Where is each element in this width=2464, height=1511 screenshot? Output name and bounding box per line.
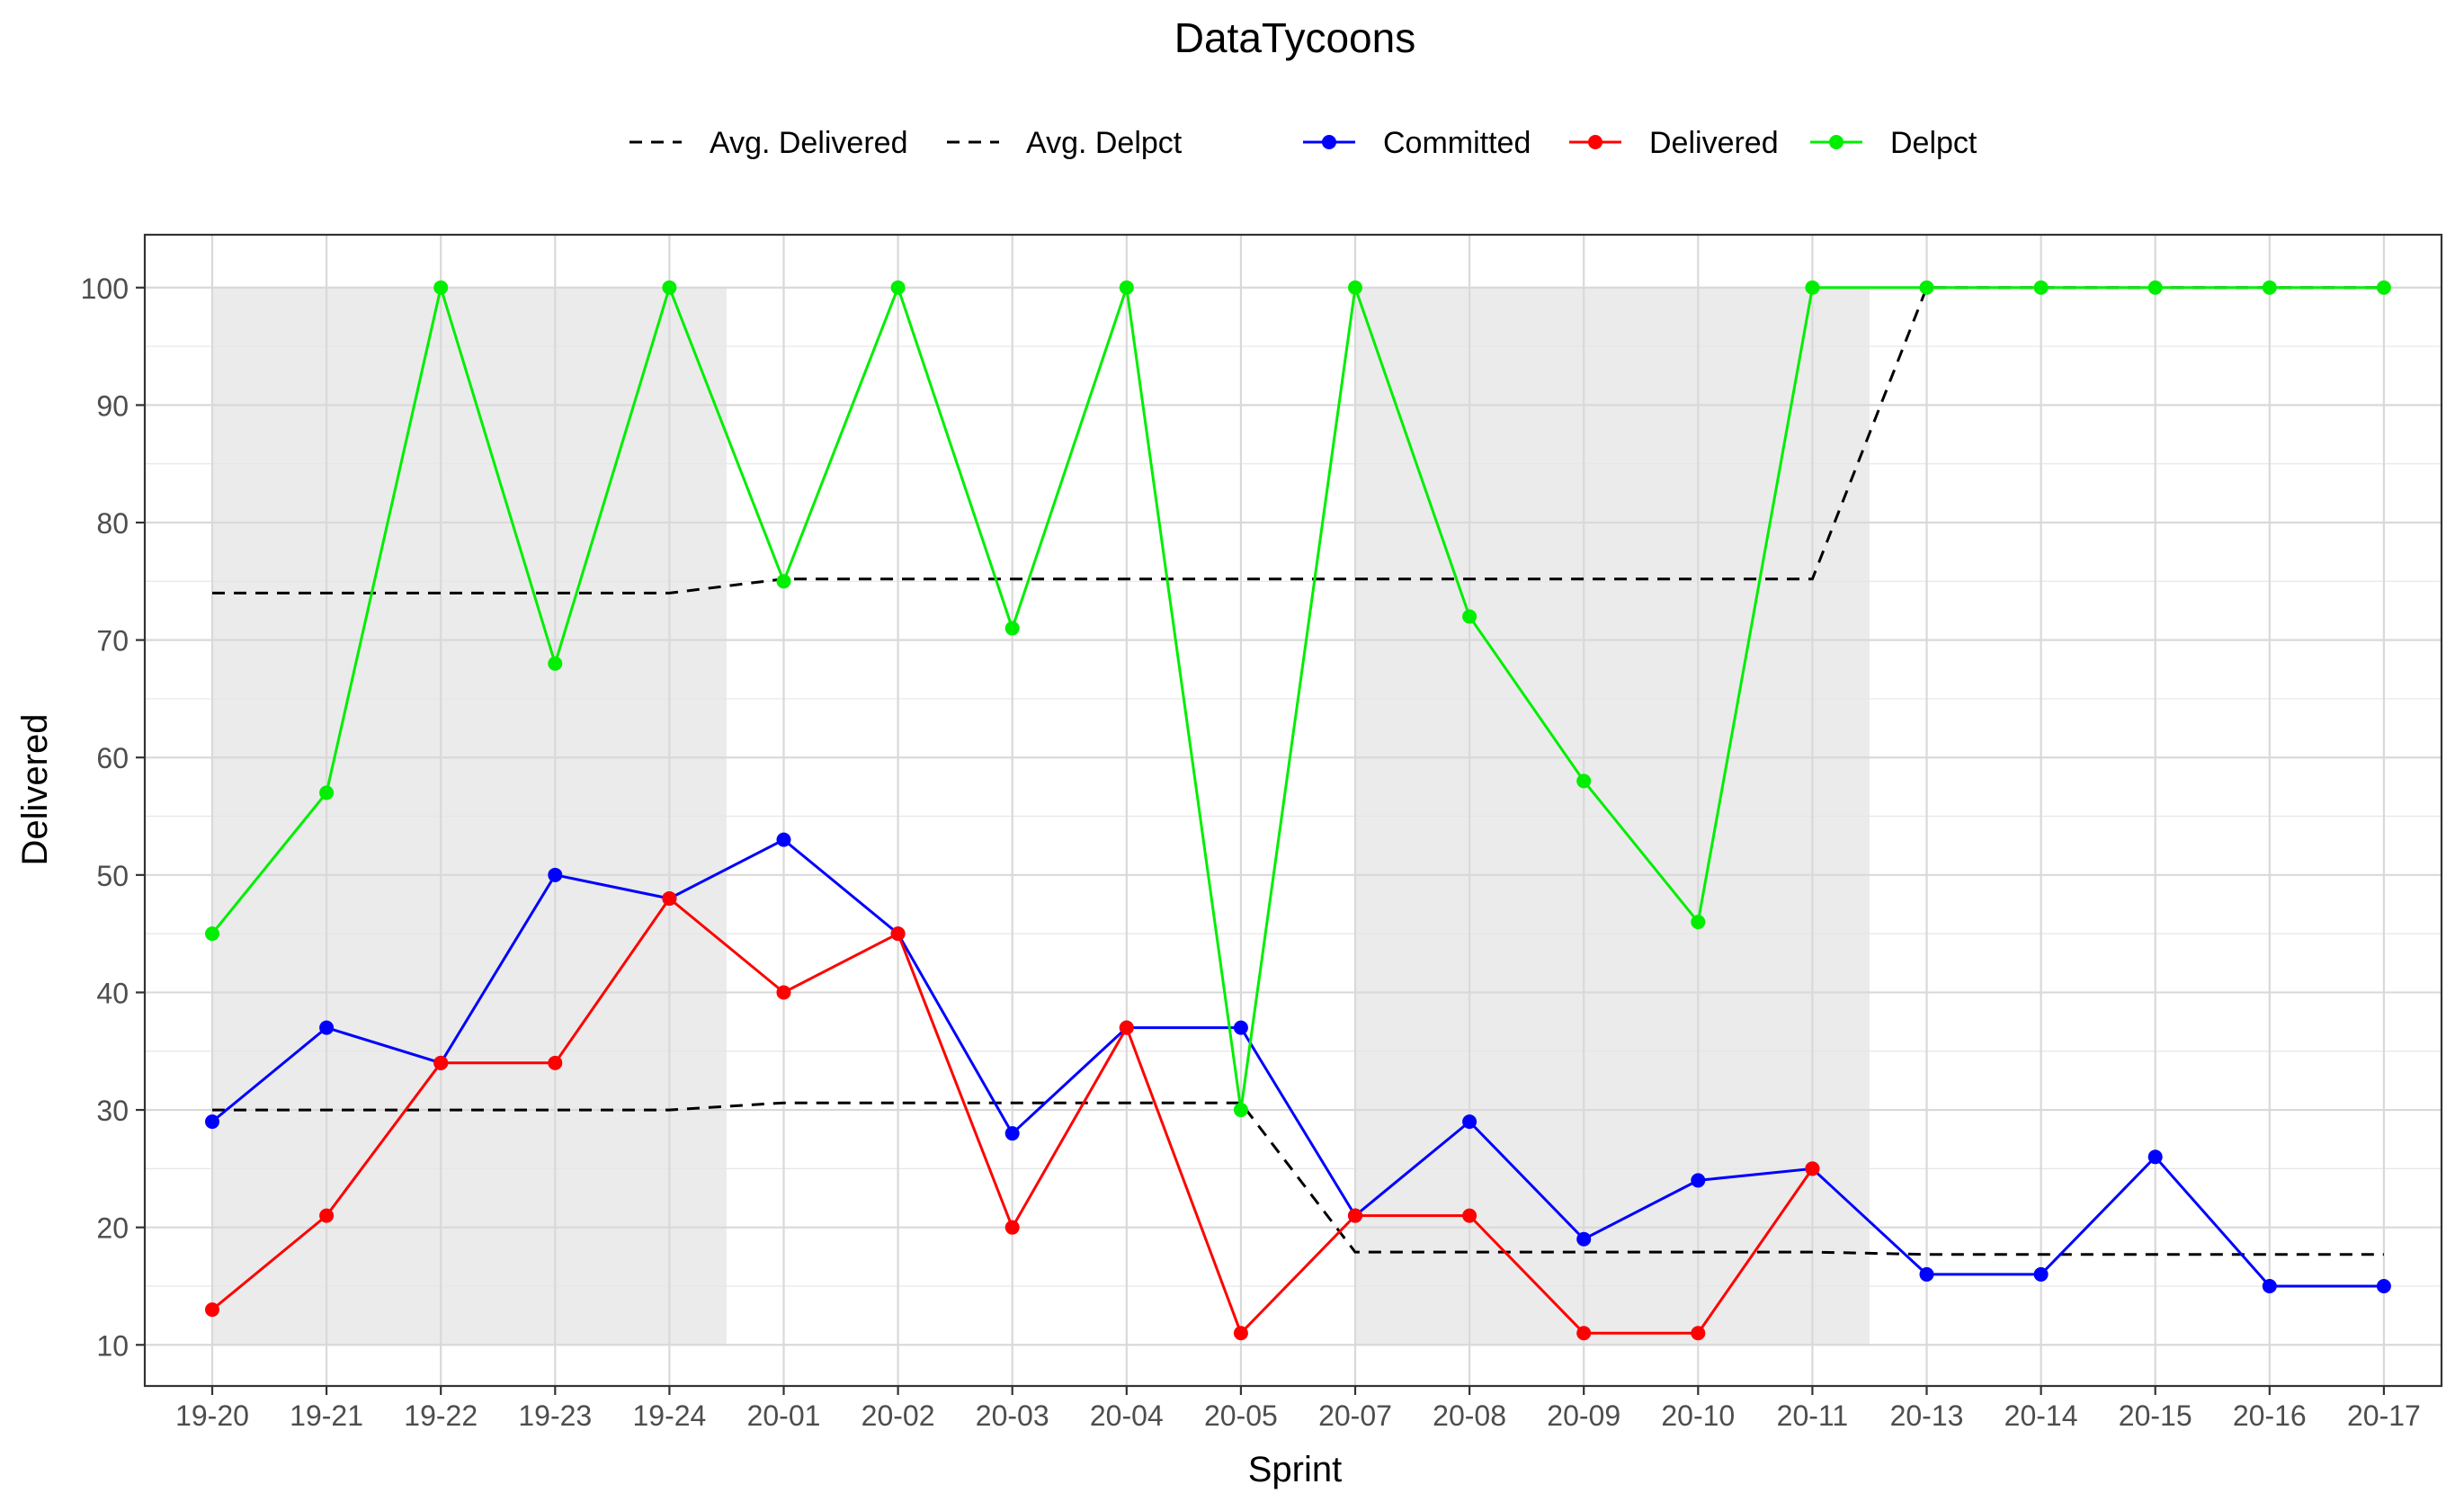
x-axis-label: Sprint (1248, 1450, 1343, 1489)
x-tick-label: 19-23 (518, 1399, 592, 1432)
legend-label: Avg. Delivered (710, 126, 908, 160)
y-tick-label: 40 (96, 977, 129, 1009)
y-tick-label: 50 (96, 860, 129, 892)
data-point-committed (1919, 1266, 1934, 1282)
legend-key-delpct-point (1829, 135, 1844, 149)
data-point-delpct (1233, 1103, 1248, 1118)
x-tick-label: 19-21 (290, 1399, 363, 1432)
data-point-delpct (1462, 609, 1478, 624)
data-point-committed (548, 867, 563, 882)
data-point-delpct (1348, 280, 1362, 295)
data-point-delpct (548, 656, 563, 671)
data-point-delivered (1119, 1020, 1134, 1035)
data-point-committed (1004, 1126, 1020, 1141)
data-point-delpct (1919, 280, 1934, 295)
x-tick-label: 20-08 (1433, 1399, 1506, 1432)
x-tick-label: 20-16 (2233, 1399, 2307, 1432)
legend-label: Delpct (1890, 126, 1977, 160)
data-point-committed (205, 1114, 219, 1130)
data-point-delivered (548, 1055, 563, 1070)
plot-border (143, 233, 2443, 1388)
data-point-committed (1233, 1020, 1248, 1035)
data-point-delpct (1691, 915, 1706, 930)
y-tick-label: 90 (96, 389, 129, 422)
data-point-delpct (776, 574, 791, 589)
data-point-delpct (2033, 280, 2049, 295)
data-point-committed (1576, 1231, 1592, 1247)
data-point-committed (1462, 1114, 1478, 1130)
data-point-committed (1691, 1173, 1706, 1188)
data-point-delivered (662, 890, 677, 906)
x-tick-label: 20-10 (1661, 1399, 1735, 1432)
data-point-committed (2033, 1266, 2049, 1282)
data-point-delivered (890, 926, 906, 942)
data-point-delivered (1462, 1208, 1478, 1223)
x-tick-label: 20-02 (862, 1399, 935, 1432)
data-point-committed (2376, 1278, 2391, 1293)
data-point-delpct (2262, 280, 2277, 295)
legend-key-delivered-point (1588, 135, 1602, 149)
plot-area: 10 20 30 40 50 60 70 80 90 100 19-20 19-21 19-22 19-2… (81, 233, 2443, 1432)
data-point-delpct (662, 280, 677, 295)
x-tick-label: 19-24 (632, 1399, 706, 1432)
data-point-delpct (1805, 280, 1820, 295)
data-point-delivered (776, 985, 791, 1000)
legend-label: Avg. Delpct (1026, 126, 1183, 160)
data-point-delivered (1691, 1326, 1706, 1341)
x-tick-label: 19-22 (404, 1399, 478, 1432)
y-tick-label: 70 (96, 625, 129, 657)
data-point-delivered (1233, 1326, 1248, 1341)
y-tick-label: 10 (96, 1329, 129, 1362)
legend-label: Committed (1383, 126, 1531, 160)
data-point-delpct (433, 280, 449, 295)
x-tick-label: 20-04 (1090, 1399, 1164, 1432)
chart-title: DataTycoons (1174, 14, 1415, 61)
y-tick-label: 100 (81, 273, 129, 305)
y-tick-label: 60 (96, 742, 129, 774)
data-point-delivered (1004, 1220, 1020, 1235)
y-tick-label: 80 (96, 507, 129, 540)
x-tick-label: 20-15 (2119, 1399, 2192, 1432)
x-tick-label: 20-07 (1318, 1399, 1392, 1432)
data-point-delivered (319, 1208, 335, 1223)
x-tick-label: 20-05 (1204, 1399, 1278, 1432)
data-point-delpct (1119, 280, 1134, 295)
data-point-committed (319, 1020, 335, 1035)
data-point-committed (2147, 1149, 2163, 1165)
x-tick-label: 19-20 (175, 1399, 249, 1432)
data-point-committed (776, 832, 791, 847)
x-tick-label: 20-03 (976, 1399, 1049, 1432)
x-tick-label: 20-01 (747, 1399, 821, 1432)
x-tick-label: 20-14 (2004, 1399, 2078, 1432)
data-point-delivered (1576, 1326, 1592, 1341)
data-point-committed (2262, 1278, 2277, 1293)
data-point-delpct (205, 926, 219, 942)
legend-label: Delivered (1649, 126, 1779, 160)
y-axis-label: Delivered (15, 714, 55, 866)
x-tick-label: 20-11 (1777, 1399, 1848, 1432)
data-point-delpct (319, 785, 335, 800)
data-point-delpct (2376, 280, 2391, 295)
data-point-delpct (1576, 773, 1592, 789)
data-point-delivered (1805, 1161, 1820, 1176)
x-tick-label: 20-13 (1890, 1399, 1964, 1432)
data-point-delivered (433, 1055, 449, 1070)
data-point-delpct (1004, 621, 1020, 636)
y-tick-label: 30 (96, 1095, 129, 1127)
data-point-delpct (2147, 280, 2163, 295)
series-line-committed (211, 837, 2384, 1288)
data-point-delpct (890, 280, 906, 295)
x-tick-label: 20-17 (2347, 1399, 2421, 1432)
x-tick-label: 20-09 (1547, 1399, 1620, 1432)
legend: Avg. Delivered Avg. Delpct Committed Delive… (629, 126, 1977, 160)
legend-key-committed-point (1322, 135, 1336, 149)
data-point-delivered (1348, 1208, 1362, 1223)
series-line-delpct (210, 282, 2384, 1111)
data-point-delivered (205, 1302, 219, 1318)
y-tick-label: 20 (96, 1212, 129, 1245)
reference-line-avg-delivered (212, 1101, 2384, 1256)
